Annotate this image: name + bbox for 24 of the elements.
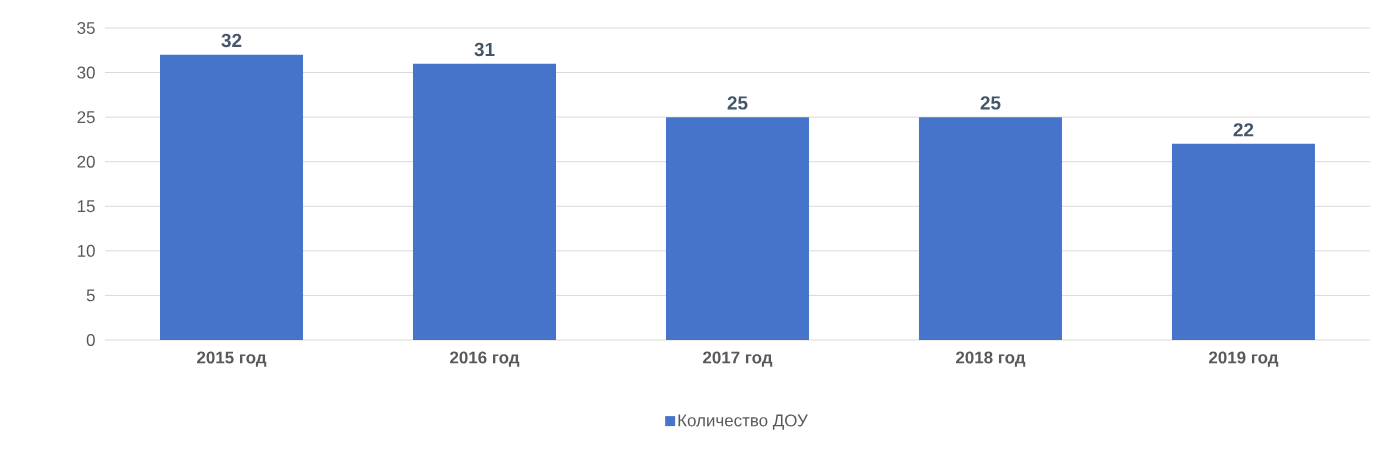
x-tick-label: 2017 год [703, 351, 773, 367]
x-tick-label: 2015 год [197, 351, 267, 367]
y-tick-label: 10 [77, 244, 95, 257]
data-label: 25 [980, 96, 1001, 110]
y-tick-label: 25 [77, 111, 95, 124]
y-tick-label: 0 [86, 333, 95, 346]
y-tick-label: 20 [77, 155, 95, 168]
y-tick-label: 35 [77, 21, 95, 34]
x-tick-label: 2019 год [1209, 351, 1279, 367]
y-tick-label: 30 [77, 66, 95, 79]
bar [918, 117, 1062, 340]
x-tick-label: 2018 год [956, 351, 1026, 367]
x-tick-label: 2016 год [450, 351, 520, 367]
bar [413, 63, 556, 340]
bar [665, 117, 809, 340]
y-tick-label: 5 [86, 289, 95, 302]
y-tick-label: 15 [77, 200, 95, 213]
bar [1171, 143, 1315, 340]
data-label: 22 [1233, 123, 1254, 137]
data-label: 31 [474, 42, 495, 57]
legend-label: Количество ДОУ [678, 414, 808, 430]
data-label: 32 [221, 33, 242, 48]
data-label: 25 [727, 96, 748, 110]
bar [160, 54, 304, 340]
